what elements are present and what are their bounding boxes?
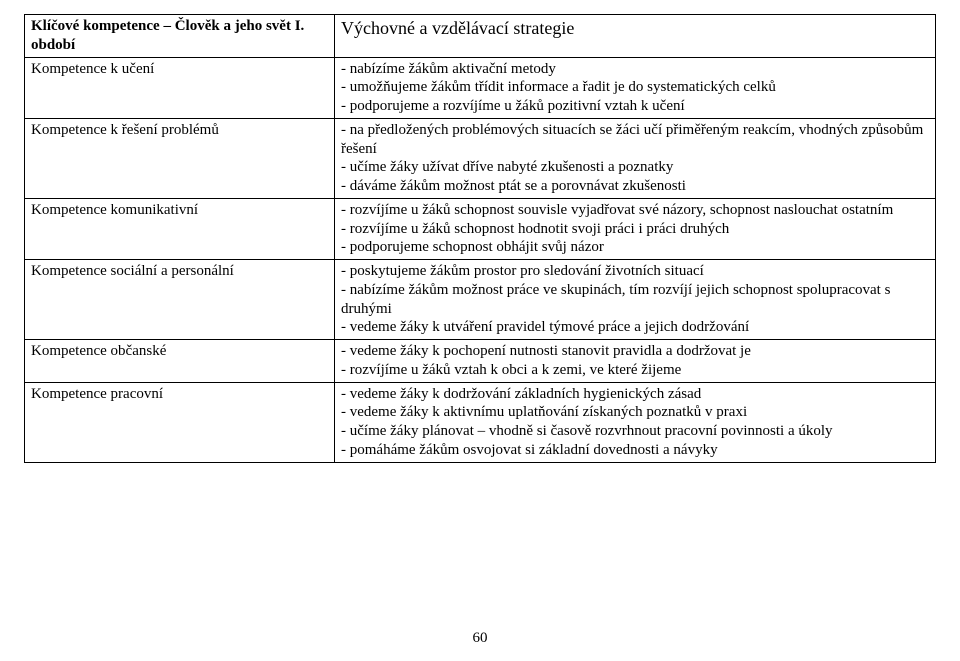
competence-table: Klíčové kompetence – Člověk a jeho svět … bbox=[24, 14, 936, 463]
content-line: - vedeme žáky k aktivnímu uplatňování zí… bbox=[341, 403, 929, 422]
row-content: - vedeme žáky k pochopení nutnosti stano… bbox=[335, 340, 936, 383]
content-line: - rozvíjíme u žáků vztah k obci a k zemi… bbox=[341, 361, 929, 380]
table-row: Kompetence pracovní - vedeme žáky k dodr… bbox=[25, 382, 936, 462]
table-header-row: Klíčové kompetence – Člověk a jeho svět … bbox=[25, 15, 936, 58]
table-row: Kompetence k řešení problémů - na předlo… bbox=[25, 118, 936, 198]
content-line: - rozvíjíme u žáků schopnost souvisle vy… bbox=[341, 201, 929, 220]
page-number: 60 bbox=[0, 630, 960, 647]
header-right-cell: Výchovné a vzdělávací strategie bbox=[335, 15, 936, 58]
row-label: Kompetence komunikativní bbox=[25, 198, 335, 259]
content-line: - vedeme žáky k dodržování základních hy… bbox=[341, 385, 929, 404]
row-content: - poskytujeme žákům prostor pro sledován… bbox=[335, 260, 936, 340]
row-label: Kompetence občanské bbox=[25, 340, 335, 383]
content-line: - učíme žáky plánovat – vhodně si časově… bbox=[341, 422, 929, 441]
table-row: Kompetence k učení - nabízíme žákům akti… bbox=[25, 57, 936, 118]
content-line: - poskytujeme žákům prostor pro sledován… bbox=[341, 262, 929, 281]
content-line: - dáváme žákům možnost ptát se a porovná… bbox=[341, 177, 929, 196]
row-content: - vedeme žáky k dodržování základních hy… bbox=[335, 382, 936, 462]
content-line: - vedeme žáky k pochopení nutnosti stano… bbox=[341, 342, 929, 361]
content-line: - podporujeme a rozvíjíme u žáků pozitiv… bbox=[341, 97, 929, 116]
row-content: - nabízíme žákům aktivační metody - umož… bbox=[335, 57, 936, 118]
table-row: Kompetence občanské - vedeme žáky k poch… bbox=[25, 340, 936, 383]
row-label: Kompetence k učení bbox=[25, 57, 335, 118]
row-label: Kompetence pracovní bbox=[25, 382, 335, 462]
row-content: - na předložených problémových situacích… bbox=[335, 118, 936, 198]
table-body: Klíčové kompetence – Člověk a jeho svět … bbox=[25, 15, 936, 463]
content-line: - podporujeme schopnost obhájit svůj náz… bbox=[341, 238, 929, 257]
row-content: - rozvíjíme u žáků schopnost souvisle vy… bbox=[335, 198, 936, 259]
content-line: - vedeme žáky k utváření pravidel týmové… bbox=[341, 318, 929, 337]
row-label: Kompetence k řešení problémů bbox=[25, 118, 335, 198]
content-line: - nabízíme žákům aktivační metody bbox=[341, 60, 929, 79]
content-line: - pomáháme žákům osvojovat si základní d… bbox=[341, 441, 929, 460]
row-label: Kompetence sociální a personální bbox=[25, 260, 335, 340]
content-line: - nabízíme žákům možnost práce ve skupin… bbox=[341, 281, 929, 319]
page: Klíčové kompetence – Člověk a jeho svět … bbox=[0, 0, 960, 661]
header-left-cell: Klíčové kompetence – Člověk a jeho svět … bbox=[25, 15, 335, 58]
content-line: - rozvíjíme u žáků schopnost hodnotit sv… bbox=[341, 220, 929, 239]
content-line: - na předložených problémových situacích… bbox=[341, 121, 929, 159]
table-row: Kompetence komunikativní - rozvíjíme u ž… bbox=[25, 198, 936, 259]
table-row: Kompetence sociální a personální - posky… bbox=[25, 260, 936, 340]
content-line: - umožňujeme žákům třídit informace a řa… bbox=[341, 78, 929, 97]
content-line: - učíme žáky užívat dříve nabyté zkušeno… bbox=[341, 158, 929, 177]
